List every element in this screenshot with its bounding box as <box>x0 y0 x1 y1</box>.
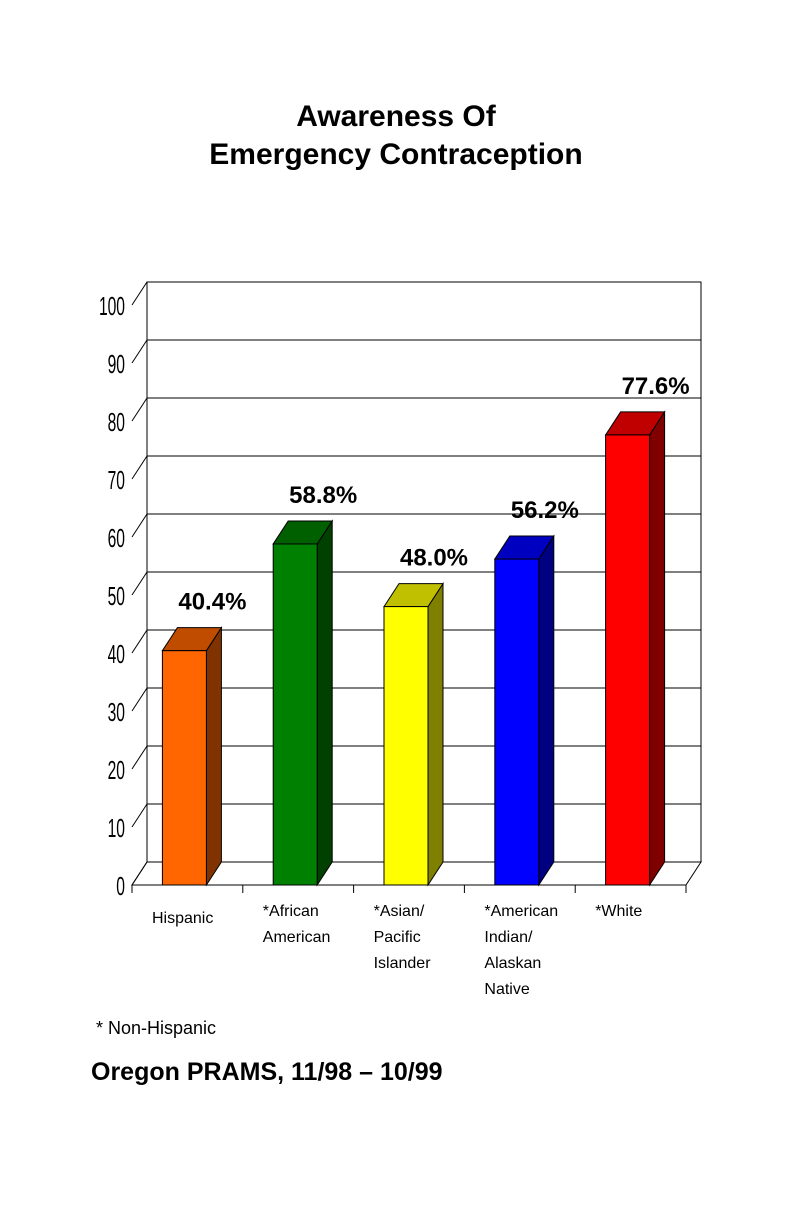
y-tick-label: 20 <box>108 756 125 785</box>
x-category-label: Hispanic <box>152 910 214 927</box>
y-tick-label: 100 <box>99 292 125 321</box>
y-tick-label: 90 <box>108 350 125 379</box>
bar <box>272 543 318 886</box>
data-label: 40.4% <box>178 589 246 616</box>
bar <box>605 434 651 886</box>
footnote: * Non-Hispanic <box>96 1018 217 1038</box>
gridline-side <box>131 281 148 306</box>
data-label: 56.2% <box>511 497 579 524</box>
y-tick-label: 80 <box>108 408 125 437</box>
y-tick-label: 50 <box>108 582 125 611</box>
x-category-label: *American Indian/ Alaskan Native <box>484 903 559 998</box>
y-tick-label: 10 <box>108 814 125 843</box>
gridline-side <box>131 629 148 654</box>
y-tick-label: 0 <box>116 872 125 901</box>
gridline-side <box>131 513 148 538</box>
gridline-side <box>131 455 148 480</box>
data-label: 58.8% <box>289 482 357 509</box>
bar-side <box>205 625 222 887</box>
bar-side <box>538 534 555 887</box>
gridline-side <box>131 803 148 828</box>
source-note: Oregon PRAMS, 11/98 – 10/99 <box>91 1058 443 1086</box>
y-tick-label: 70 <box>108 466 125 495</box>
gridline-side <box>131 861 148 886</box>
gridline-side <box>131 397 148 422</box>
bar <box>383 606 429 886</box>
y-tick-label: 30 <box>108 698 125 727</box>
data-label: 77.6% <box>622 373 690 400</box>
x-category-label: *Asian/ Pacific Islander <box>373 903 431 972</box>
gridline-side <box>131 339 148 364</box>
gridline-side <box>131 571 148 596</box>
chart-title-line-1: Awareness Of <box>296 100 496 133</box>
gridline-side <box>131 687 148 712</box>
x-category-label: *White <box>595 903 643 920</box>
bar-side <box>316 519 333 887</box>
bar <box>161 650 207 886</box>
bar-side <box>427 581 444 887</box>
chart-title-line-2: Emergency Contraception <box>209 138 583 171</box>
y-tick-label: 40 <box>108 640 125 669</box>
y-tick-label: 60 <box>108 524 125 553</box>
bar <box>494 558 540 886</box>
gridline-side <box>131 745 148 770</box>
data-label: 48.0% <box>400 545 468 572</box>
bar-side <box>649 410 666 887</box>
x-category-label: *African American <box>262 903 331 946</box>
